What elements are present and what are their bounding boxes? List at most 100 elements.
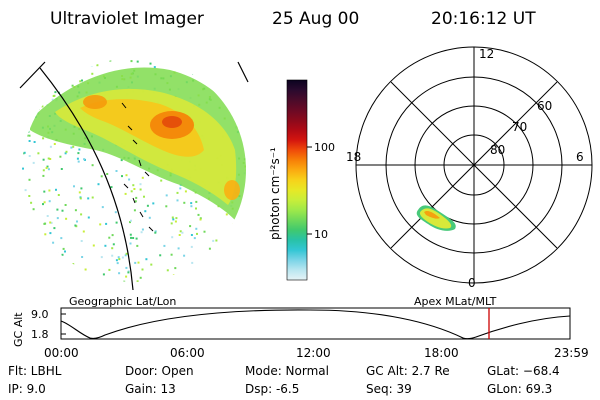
speckle-dot xyxy=(28,105,30,108)
speckle-dot xyxy=(125,174,128,177)
speckle-dot xyxy=(229,97,232,100)
speckle-dot xyxy=(64,152,67,155)
speckle-dot xyxy=(60,168,63,170)
speckle-dot xyxy=(96,64,99,67)
speckle-dot xyxy=(50,221,53,224)
speckle-dot xyxy=(199,281,202,282)
speckle-dot xyxy=(136,244,139,247)
speckle-dot xyxy=(74,224,77,227)
speckle-dot xyxy=(195,227,198,230)
speckle-dot xyxy=(50,264,53,267)
speckle-dot xyxy=(170,253,173,256)
speckle-dot xyxy=(91,196,94,199)
speckle-dot xyxy=(30,201,33,204)
speckle-dot xyxy=(64,204,67,206)
speckle-dot xyxy=(199,263,202,266)
speckle-dot xyxy=(174,267,177,270)
speckle-dot xyxy=(121,175,123,178)
timeline-xtick-2359: 23:59 xyxy=(554,346,589,360)
speckle-dot xyxy=(115,259,118,262)
speckle-dot xyxy=(234,238,237,241)
auroral-peak xyxy=(162,116,182,128)
speckle-dot xyxy=(80,213,83,216)
speckle-dot xyxy=(235,58,238,61)
speckle-dot xyxy=(121,256,124,259)
time-label: 20:16:12 UT xyxy=(431,9,536,29)
speckle-dot xyxy=(102,273,105,276)
speckle-dot xyxy=(139,276,142,279)
speckle-dot xyxy=(22,197,25,200)
speckle-dot xyxy=(27,245,30,247)
speckle-dot xyxy=(177,247,180,250)
speckle-dot xyxy=(211,272,214,275)
speckle-dot xyxy=(38,59,41,62)
speckle-dot xyxy=(23,200,26,203)
speckle-dot xyxy=(79,197,82,200)
altitude-curve xyxy=(60,309,571,340)
speckle-dot xyxy=(53,227,56,230)
speckle-dot xyxy=(41,94,44,97)
speckle-dot xyxy=(175,217,178,220)
speckle-dot xyxy=(115,221,118,224)
speckle-dot xyxy=(109,59,112,62)
speckle-dot xyxy=(85,58,88,60)
speckle-dot xyxy=(239,237,242,240)
speckle-dot xyxy=(44,233,47,236)
speckle-dot xyxy=(61,253,64,256)
speckle-dot xyxy=(135,196,138,199)
speckle-dot xyxy=(179,230,182,233)
speckle-dot xyxy=(78,148,81,151)
speckle-dot xyxy=(101,206,104,209)
timeline-ytick-low: 1.8 xyxy=(31,328,49,341)
speckle-dot xyxy=(46,215,49,217)
speckle-dot xyxy=(165,194,168,197)
info-glon: GLon: 69.3 xyxy=(487,382,552,396)
speckle-dot xyxy=(28,155,31,157)
speckle-dot xyxy=(247,61,249,63)
speckle-dot xyxy=(136,60,139,63)
speckle-dot xyxy=(130,190,133,193)
speckle-dot xyxy=(44,254,47,257)
speckle-dot xyxy=(228,84,230,87)
speckle-dot xyxy=(56,217,59,220)
speckle-dot xyxy=(133,188,136,190)
speckle-dot xyxy=(195,207,197,210)
speckle-dot xyxy=(196,264,199,267)
colorbar-tick-label-100: 100 xyxy=(314,141,335,154)
info-panel: Flt: LBHL IP: 9.0 Door: Open Gain: 13 Mo… xyxy=(8,364,560,396)
speckle-dot xyxy=(125,252,128,255)
speckle-dot xyxy=(115,170,118,172)
speckle-dot xyxy=(49,158,52,160)
instrument-title: Ultraviolet Imager xyxy=(50,9,204,29)
speckle-dot xyxy=(125,275,128,278)
speckle-dot xyxy=(232,223,235,226)
speckle-dot xyxy=(118,258,121,261)
speckle-dot xyxy=(39,266,42,269)
speckle-dot xyxy=(48,200,51,203)
speckle-dot xyxy=(57,194,60,196)
speckle-dot xyxy=(82,230,85,233)
speckle-dot xyxy=(46,93,49,96)
speckle-dot xyxy=(76,269,79,272)
speckle-dot xyxy=(56,208,59,211)
speckle-dot xyxy=(22,152,25,155)
speckle-dot xyxy=(130,219,132,222)
speckle-dot xyxy=(42,174,45,177)
speckle-dot xyxy=(141,228,144,231)
speckle-dot xyxy=(141,268,144,271)
speckle-dot xyxy=(166,269,169,272)
speckle-dot xyxy=(197,213,200,216)
speckle-dot xyxy=(153,66,156,69)
speckle-dot xyxy=(91,72,94,75)
info-seq: Seq: 39 xyxy=(366,382,412,396)
speckle-dot xyxy=(239,259,242,261)
info-mode: Mode: Normal xyxy=(245,364,329,378)
speckle-dot xyxy=(28,195,31,197)
speckle-dot xyxy=(242,140,245,143)
speckle-dot xyxy=(116,262,119,265)
speckle-dot xyxy=(26,134,29,137)
speckle-dot xyxy=(245,268,246,271)
speckle-dot xyxy=(129,242,132,245)
speckle-dot xyxy=(196,232,198,235)
speckle-dot xyxy=(39,82,42,85)
